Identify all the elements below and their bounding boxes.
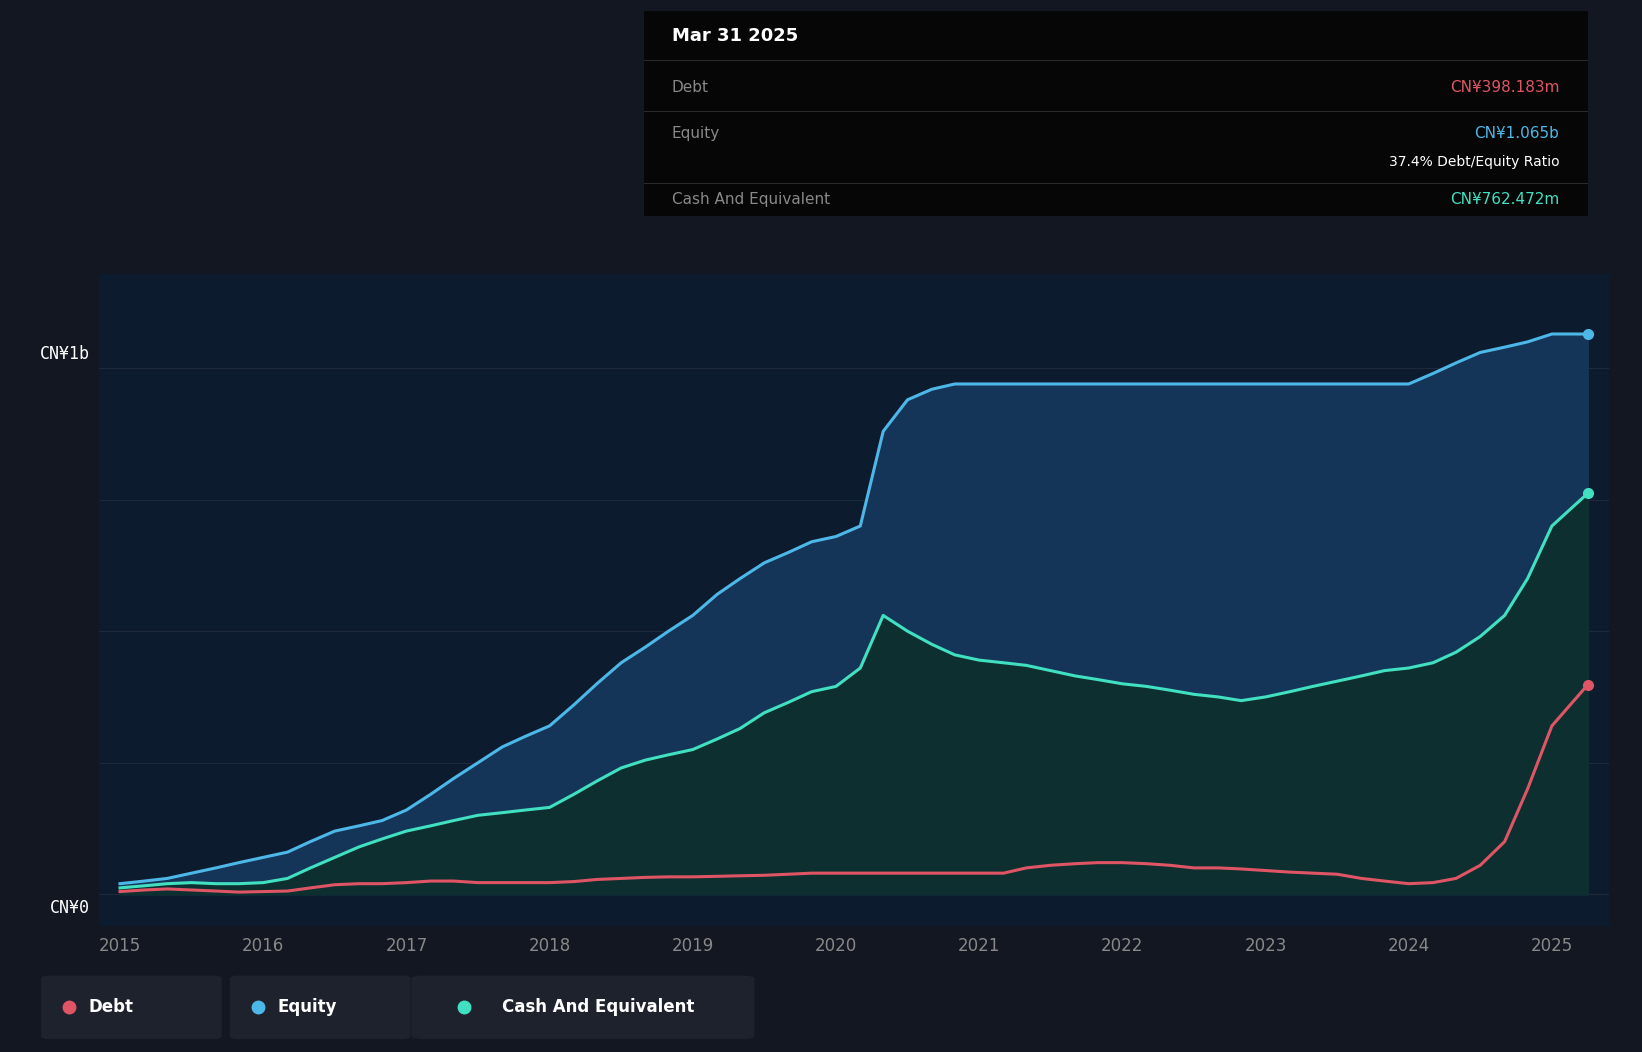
- Text: 37.4% Debt/Equity Ratio: 37.4% Debt/Equity Ratio: [1389, 156, 1560, 169]
- FancyBboxPatch shape: [41, 975, 222, 1039]
- Text: Debt: Debt: [672, 80, 709, 95]
- Text: CN¥0: CN¥0: [51, 899, 90, 917]
- Text: Equity: Equity: [672, 126, 721, 141]
- Text: Debt: Debt: [89, 998, 133, 1016]
- Text: Mar 31 2025: Mar 31 2025: [672, 27, 798, 45]
- Text: CN¥1.065b: CN¥1.065b: [1475, 126, 1560, 141]
- Text: CN¥1b: CN¥1b: [41, 345, 90, 363]
- Text: CN¥762.472m: CN¥762.472m: [1450, 191, 1560, 207]
- Text: CN¥398.183m: CN¥398.183m: [1450, 80, 1560, 95]
- FancyBboxPatch shape: [230, 975, 410, 1039]
- Text: Cash And Equivalent: Cash And Equivalent: [672, 191, 831, 207]
- Text: Equity: Equity: [277, 998, 337, 1016]
- Text: Cash And Equivalent: Cash And Equivalent: [502, 998, 695, 1016]
- FancyBboxPatch shape: [412, 975, 754, 1039]
